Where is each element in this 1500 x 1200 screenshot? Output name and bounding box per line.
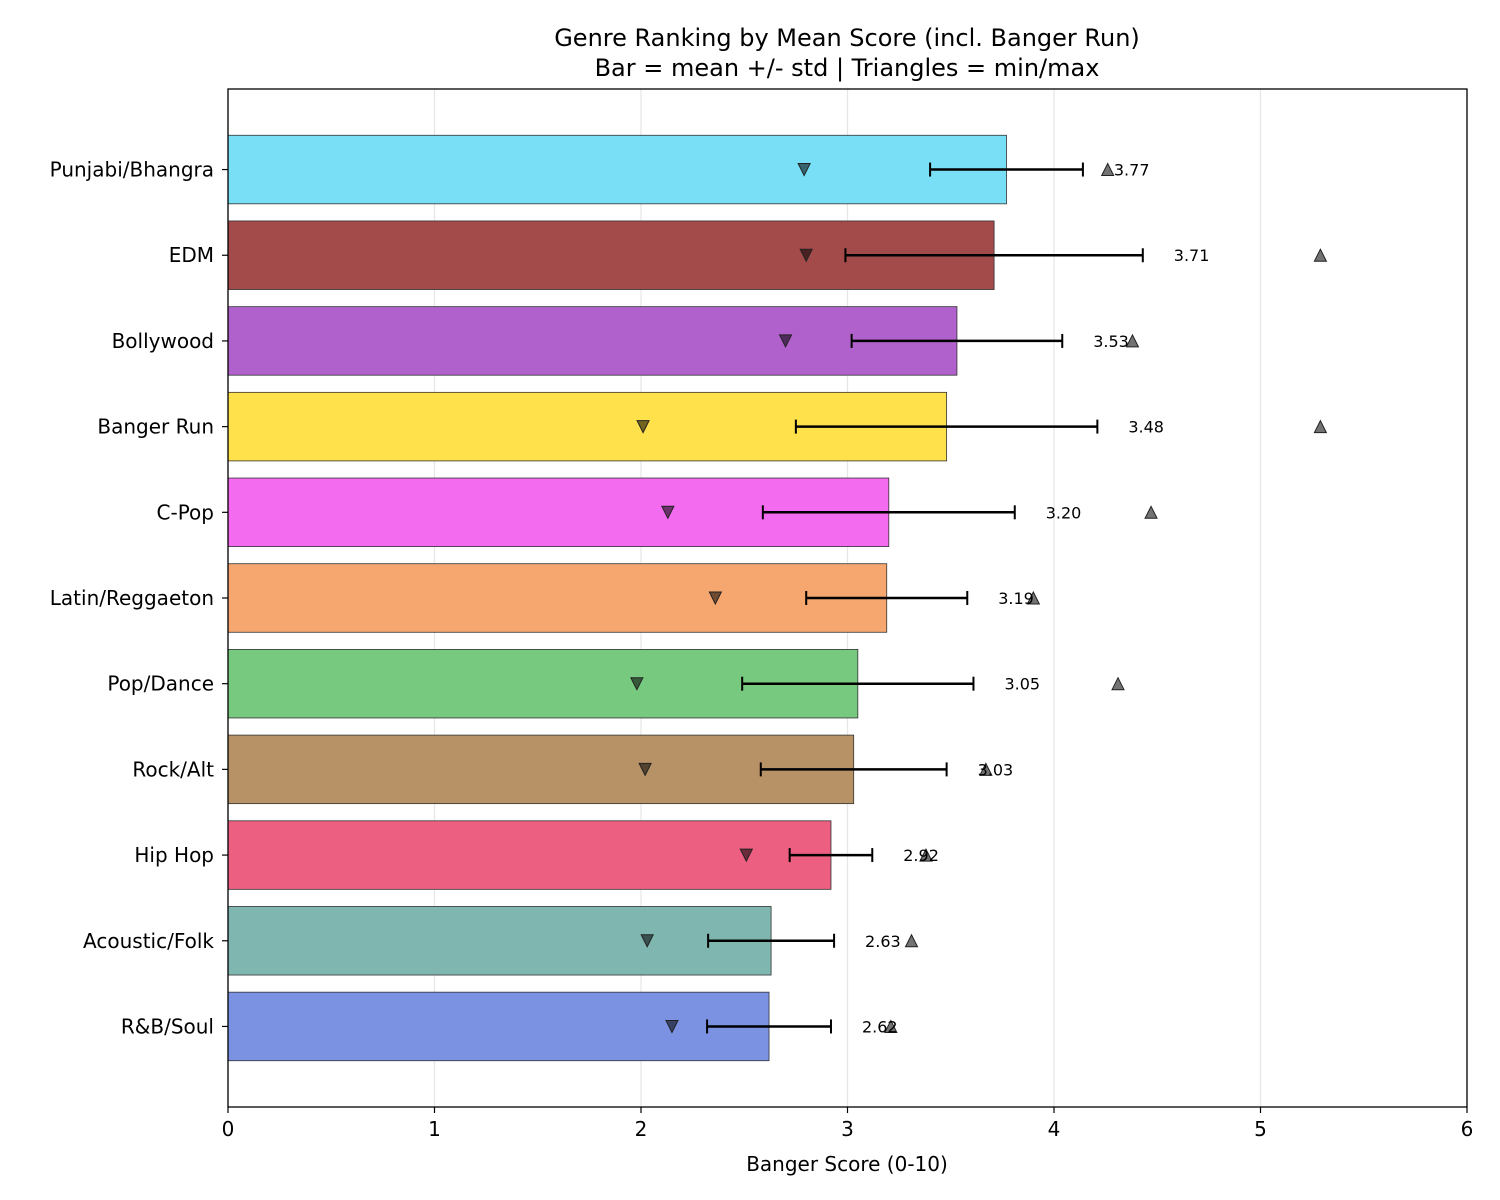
x-tick-label: 5 (1254, 1117, 1267, 1141)
min-marker (636, 420, 650, 434)
min-marker (739, 848, 754, 863)
x-tick-label: 4 (1048, 1117, 1061, 1141)
y-tick-label: Acoustic/Folk (83, 929, 214, 953)
min-marker (661, 505, 675, 520)
min-marker (778, 334, 793, 349)
y-tick-label: Latin/Reggaeton (50, 586, 214, 610)
chart-title: Genre Ranking by Mean Score (incl. Bange… (554, 24, 1140, 52)
value-label: 2.62 (862, 1017, 898, 1036)
value-label: 3.19 (998, 589, 1034, 608)
x-tick-label: 1 (428, 1117, 441, 1141)
y-tick-label: Rock/Alt (132, 757, 214, 781)
value-label: 3.71 (1174, 246, 1210, 265)
y-tick-label: R&B/Soul (121, 1014, 214, 1038)
bar-10 (227, 991, 770, 1062)
max-marker (1313, 248, 1328, 262)
y-tick-label: Hip Hop (134, 843, 214, 867)
max-marker (1100, 162, 1115, 177)
y-tick-label: Pop/Dance (107, 672, 214, 696)
max-marker (884, 1019, 898, 1033)
min-marker (665, 1019, 679, 1034)
max-marker (1144, 505, 1158, 519)
min-marker (630, 677, 644, 691)
y-tick-label: Banger Run (97, 415, 214, 439)
max-marker (1111, 676, 1125, 691)
max-marker (1125, 333, 1140, 348)
value-label: 3.20 (1046, 503, 1082, 522)
x-tick-label: 6 (1461, 1117, 1474, 1141)
bar-8 (227, 820, 832, 890)
x-tick-label: 2 (635, 1117, 648, 1141)
value-label: 3.48 (1128, 418, 1164, 437)
value-label: 3.03 (978, 760, 1014, 779)
bar-0 (227, 134, 1007, 205)
bar-2 (227, 306, 958, 376)
y-tick-label: C-Pop (157, 500, 214, 524)
x-axis-label: Banger Score (0-10) (746, 1152, 948, 1176)
value-label: 3.05 (1004, 675, 1040, 694)
max-marker (919, 847, 933, 862)
y-tick-label: Punjabi/Bhangra (50, 158, 214, 182)
value-label: 3.77 (1114, 161, 1150, 180)
min-marker (708, 591, 723, 606)
x-tick-label: 0 (222, 1117, 235, 1141)
value-label: 3.53 (1093, 332, 1129, 351)
bar-5 (227, 563, 888, 633)
max-marker (1026, 590, 1041, 605)
bar-7 (227, 734, 855, 805)
max-marker (904, 933, 919, 948)
min-marker (638, 762, 652, 777)
y-tick-label: EDM (169, 243, 214, 267)
plot-frame (227, 88, 1468, 1108)
min-marker (797, 163, 811, 177)
y-tick-label: Bollywood (112, 329, 214, 353)
bar-9 (227, 906, 772, 976)
x-tick-label: 3 (841, 1117, 854, 1141)
max-marker (1313, 419, 1328, 434)
chart-subtitle: Bar = mean +/- std | Triangles = min/max (595, 54, 1100, 82)
value-label: 2.63 (865, 932, 901, 951)
min-marker (640, 934, 655, 948)
max-marker (979, 762, 993, 776)
value-label: 2.92 (903, 846, 939, 865)
min-marker (799, 248, 814, 263)
